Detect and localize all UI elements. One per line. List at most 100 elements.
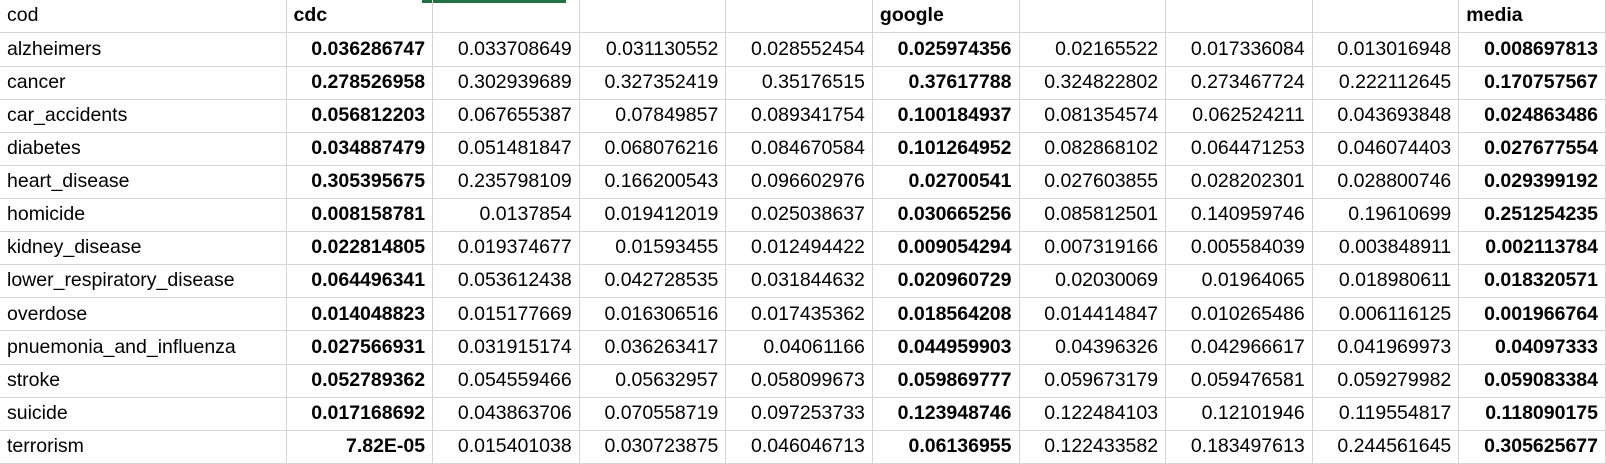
value-cell[interactable]: 0.166200543	[579, 165, 727, 199]
value-cell[interactable]: 0.030665256	[872, 198, 1020, 233]
value-cell[interactable]: 0.043863706	[432, 397, 580, 431]
row-label-cell[interactable]: lower_respiratory_disease	[0, 264, 287, 299]
value-cell[interactable]: 0.123948746	[872, 397, 1020, 431]
value-cell[interactable]: 7.82E-05	[286, 430, 434, 464]
value-cell[interactable]: 0.101264952	[872, 132, 1020, 166]
value-cell[interactable]: 0.222112645	[1312, 66, 1460, 100]
value-cell[interactable]: 0.018320571	[1458, 264, 1606, 299]
row-label-cell[interactable]: kidney_disease	[0, 231, 287, 266]
row-label-cell[interactable]: suicide	[0, 397, 287, 431]
value-cell[interactable]: 0.183497613	[1165, 430, 1313, 464]
value-cell[interactable]: 0.003848911	[1312, 231, 1460, 266]
value-cell[interactable]: 0.036263417	[579, 330, 727, 365]
value-cell[interactable]: 0.034887479	[286, 132, 434, 166]
header-cell-media[interactable]: media	[1458, 0, 1606, 34]
value-cell[interactable]: 0.014414847	[1019, 297, 1167, 332]
value-cell[interactable]: 0.100184937	[872, 99, 1020, 133]
value-cell[interactable]: 0.02700541	[872, 165, 1020, 199]
value-cell[interactable]: 0.017336084	[1165, 32, 1313, 67]
value-cell[interactable]: 0.068076216	[579, 132, 727, 166]
value-cell[interactable]: 0.170757567	[1458, 66, 1606, 100]
value-cell[interactable]: 0.058099673	[725, 364, 873, 398]
value-cell[interactable]: 0.056812203	[286, 99, 434, 133]
value-cell[interactable]: 0.02165522	[1019, 32, 1167, 67]
value-cell[interactable]: 0.031130552	[579, 32, 727, 67]
value-cell[interactable]: 0.002113784	[1458, 231, 1606, 266]
value-cell[interactable]: 0.278526958	[286, 66, 434, 100]
value-cell[interactable]: 0.001966764	[1458, 297, 1606, 332]
value-cell[interactable]: 0.064496341	[286, 264, 434, 299]
value-cell[interactable]: 0.302939689	[432, 66, 580, 100]
value-cell[interactable]: 0.244561645	[1312, 430, 1460, 464]
value-cell[interactable]: 0.012494422	[725, 231, 873, 266]
value-cell[interactable]: 0.327352419	[579, 66, 727, 100]
value-cell[interactable]: 0.028552454	[725, 32, 873, 67]
value-cell[interactable]: 0.046074403	[1312, 132, 1460, 166]
row-label-cell[interactable]: diabetes	[0, 132, 287, 166]
value-cell[interactable]: 0.089341754	[725, 99, 873, 133]
value-cell[interactable]: 0.028800746	[1312, 165, 1460, 199]
value-cell[interactable]: 0.04097333	[1458, 330, 1606, 365]
row-label-cell[interactable]: overdose	[0, 297, 287, 332]
value-cell[interactable]: 0.04061166	[725, 330, 873, 365]
header-cell-google[interactable]: google	[872, 0, 1020, 34]
value-cell[interactable]: 0.018980611	[1312, 264, 1460, 299]
value-cell[interactable]: 0.010265486	[1165, 297, 1313, 332]
value-cell[interactable]: 0.122433582	[1019, 430, 1167, 464]
value-cell[interactable]: 0.062524211	[1165, 99, 1313, 133]
value-cell[interactable]: 0.031915174	[432, 330, 580, 365]
row-label-cell[interactable]: terrorism	[0, 430, 287, 464]
value-cell[interactable]: 0.051481847	[432, 132, 580, 166]
value-cell[interactable]: 0.042728535	[579, 264, 727, 299]
value-cell[interactable]: 0.018564208	[872, 297, 1020, 332]
row-label-cell[interactable]: cancer	[0, 66, 287, 100]
value-cell[interactable]: 0.324822802	[1019, 66, 1167, 100]
row-label-cell[interactable]: homicide	[0, 198, 287, 233]
value-cell[interactable]: 0.033708649	[432, 32, 580, 67]
header-cell-empty[interactable]	[1312, 0, 1460, 34]
value-cell[interactable]: 0.041969973	[1312, 330, 1460, 365]
value-cell[interactable]: 0.081354574	[1019, 99, 1167, 133]
value-cell[interactable]: 0.305625677	[1458, 430, 1606, 464]
value-cell[interactable]: 0.119554817	[1312, 397, 1460, 431]
value-cell[interactable]: 0.013016948	[1312, 32, 1460, 67]
value-cell[interactable]: 0.053612438	[432, 264, 580, 299]
value-cell[interactable]: 0.19610699	[1312, 198, 1460, 233]
value-cell[interactable]: 0.059673179	[1019, 364, 1167, 398]
value-cell[interactable]: 0.096602976	[725, 165, 873, 199]
value-cell[interactable]: 0.059083384	[1458, 364, 1606, 398]
row-label-cell[interactable]: stroke	[0, 364, 287, 398]
value-cell[interactable]: 0.01593455	[579, 231, 727, 266]
row-label-cell[interactable]: pnuemonia_and_influenza	[0, 330, 287, 365]
value-cell[interactable]: 0.009054294	[872, 231, 1020, 266]
value-cell[interactable]: 0.35176515	[725, 66, 873, 100]
value-cell[interactable]: 0.024863486	[1458, 99, 1606, 133]
value-cell[interactable]: 0.025038637	[725, 198, 873, 233]
value-cell[interactable]: 0.007319166	[1019, 231, 1167, 266]
header-cell-empty[interactable]	[579, 0, 727, 34]
row-label-cell[interactable]: heart_disease	[0, 165, 287, 199]
value-cell[interactable]: 0.140959746	[1165, 198, 1313, 233]
value-cell[interactable]: 0.01964065	[1165, 264, 1313, 299]
value-cell[interactable]: 0.022814805	[286, 231, 434, 266]
value-cell[interactable]: 0.070558719	[579, 397, 727, 431]
value-cell[interactable]: 0.04396326	[1019, 330, 1167, 365]
header-cell-cdc[interactable]: cdc	[286, 0, 434, 34]
value-cell[interactable]: 0.082868102	[1019, 132, 1167, 166]
value-cell[interactable]: 0.008158781	[286, 198, 434, 233]
value-cell[interactable]: 0.07849857	[579, 99, 727, 133]
value-cell[interactable]: 0.02030069	[1019, 264, 1167, 299]
value-cell[interactable]: 0.008697813	[1458, 32, 1606, 67]
value-cell[interactable]: 0.030723875	[579, 430, 727, 464]
value-cell[interactable]: 0.37617788	[872, 66, 1020, 100]
value-cell[interactable]: 0.054559466	[432, 364, 580, 398]
value-cell[interactable]: 0.028202301	[1165, 165, 1313, 199]
value-cell[interactable]: 0.036286747	[286, 32, 434, 67]
value-cell[interactable]: 0.05632957	[579, 364, 727, 398]
value-cell[interactable]: 0.12101946	[1165, 397, 1313, 431]
header-cell-empty[interactable]	[725, 0, 873, 34]
value-cell[interactable]: 0.097253733	[725, 397, 873, 431]
value-cell[interactable]: 0.025974356	[872, 32, 1020, 67]
value-cell[interactable]: 0.084670584	[725, 132, 873, 166]
row-label-cell[interactable]: alzheimers	[0, 32, 287, 67]
